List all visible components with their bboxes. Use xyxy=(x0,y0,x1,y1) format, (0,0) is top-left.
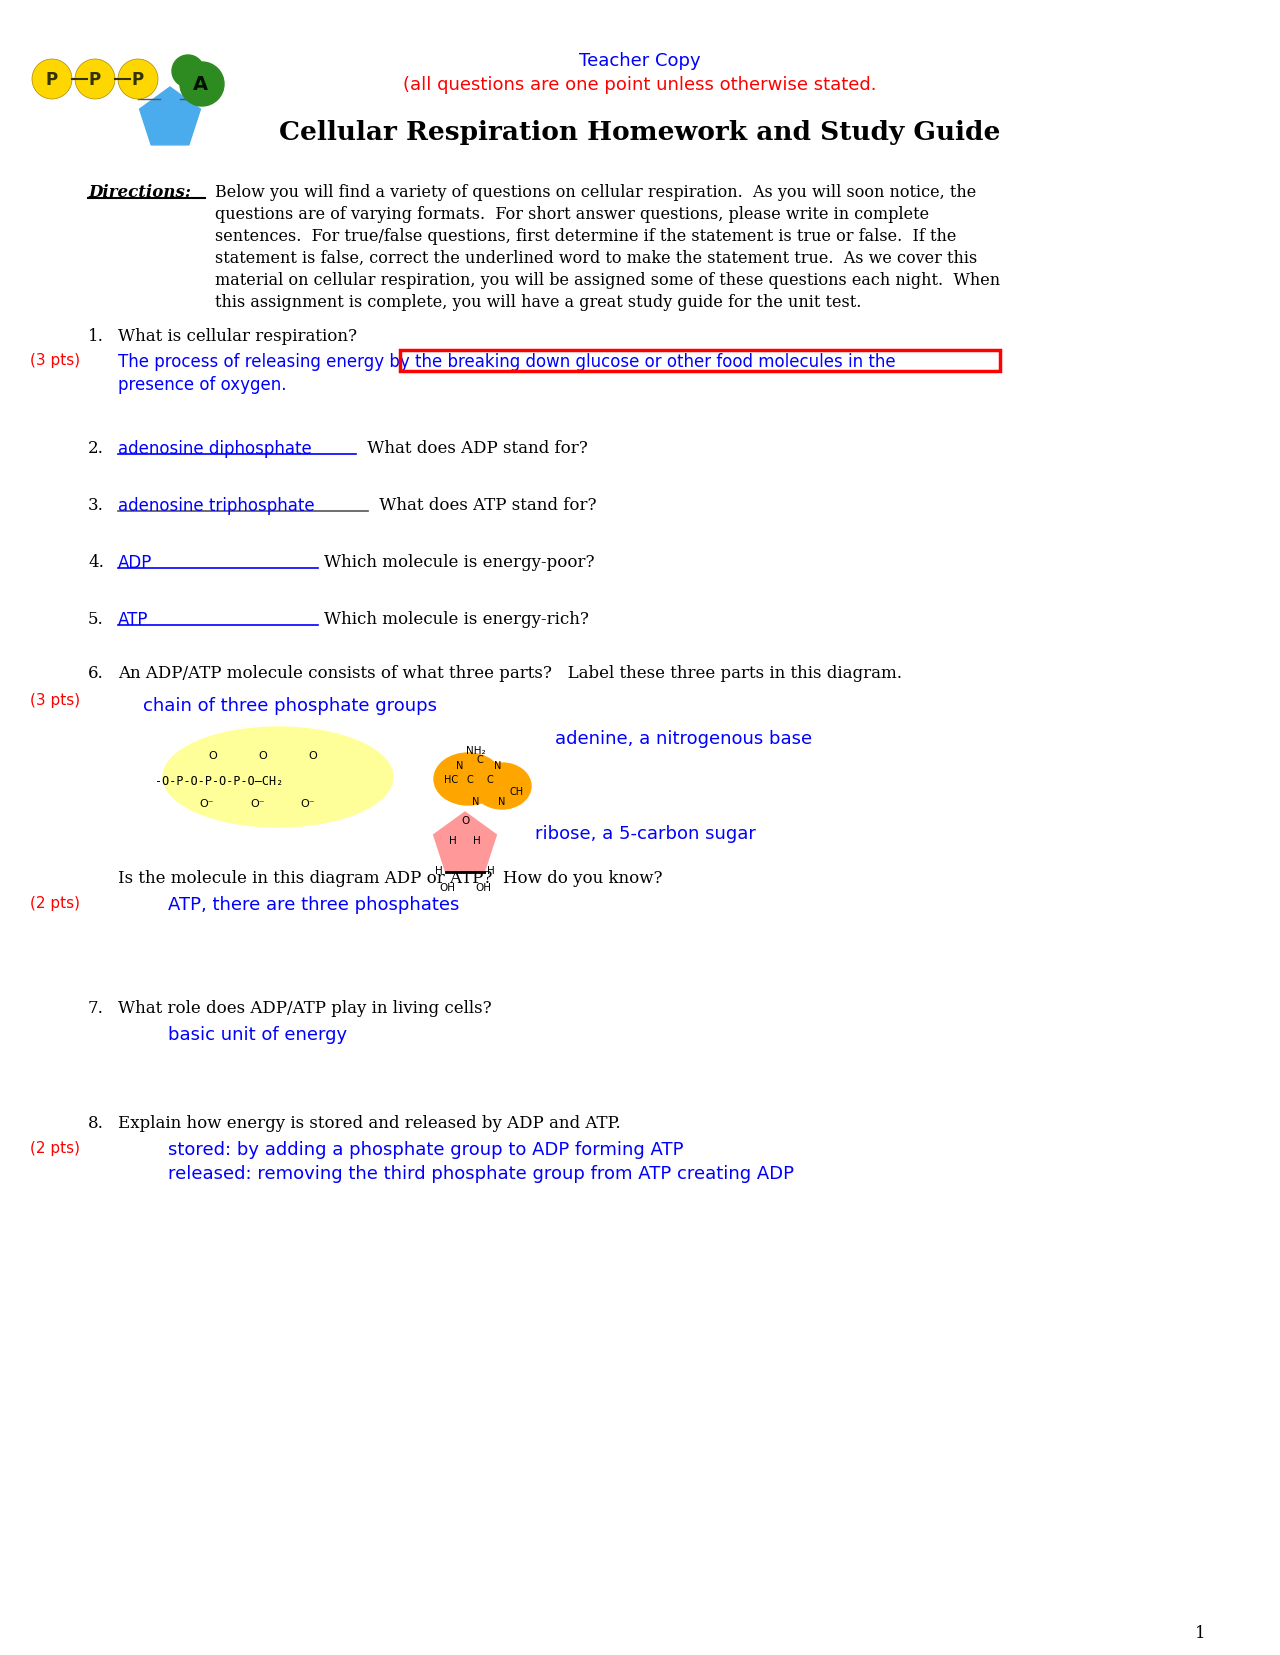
Text: Teacher Copy: Teacher Copy xyxy=(579,51,701,70)
Text: A: A xyxy=(192,74,207,93)
Text: (2 pts): (2 pts) xyxy=(29,1140,79,1155)
Text: 7.: 7. xyxy=(88,1000,104,1016)
Text: stored: by adding a phosphate group to ADP forming ATP: stored: by adding a phosphate group to A… xyxy=(168,1140,684,1158)
Text: Below you will find a variety of questions on cellular respiration.  As you will: Below you will find a variety of questio… xyxy=(215,184,977,200)
Text: (all questions are one point unless otherwise stated.: (all questions are one point unless othe… xyxy=(403,76,877,94)
Text: O⁻: O⁻ xyxy=(251,798,265,809)
Bar xyxy=(399,351,1000,372)
Text: P: P xyxy=(88,71,101,89)
Text: HC: HC xyxy=(444,775,458,784)
Text: Directions:: Directions: xyxy=(88,184,191,200)
Text: (3 pts): (3 pts) xyxy=(29,353,81,367)
Text: 2.: 2. xyxy=(88,440,104,457)
Text: What role does ADP/ATP play in living cells?: What role does ADP/ATP play in living ce… xyxy=(118,1000,492,1016)
Circle shape xyxy=(76,60,115,99)
Text: (3 pts): (3 pts) xyxy=(29,692,81,708)
Text: The process of releasing energy by the breaking down glucose or other food molec: The process of releasing energy by the b… xyxy=(118,353,896,371)
Text: NH₂: NH₂ xyxy=(466,745,486,756)
Text: Which molecule is energy-poor?: Which molecule is energy-poor? xyxy=(324,554,594,571)
Text: O: O xyxy=(308,751,317,761)
Text: adenine, a nitrogenous base: adenine, a nitrogenous base xyxy=(556,730,812,748)
Text: O: O xyxy=(461,816,470,826)
Text: H: H xyxy=(449,836,457,846)
Text: sentences.  For true/false questions, first determine if the statement is true o: sentences. For true/false questions, fir… xyxy=(215,228,956,245)
Text: material on cellular respiration, you will be assigned some of these questions e: material on cellular respiration, you wi… xyxy=(215,271,1000,290)
Text: adenosine triphosphate: adenosine triphosphate xyxy=(118,496,315,515)
Text: 5.: 5. xyxy=(88,611,104,627)
Text: ADP: ADP xyxy=(118,554,152,571)
Text: N: N xyxy=(472,796,480,806)
Text: What is cellular respiration?: What is cellular respiration? xyxy=(118,328,357,344)
Text: H: H xyxy=(488,866,495,875)
Text: this assignment is complete, you will have a great study guide for the unit test: this assignment is complete, you will ha… xyxy=(215,295,861,311)
Text: CH: CH xyxy=(509,786,524,796)
Circle shape xyxy=(172,56,204,88)
Text: adenosine diphosphate: adenosine diphosphate xyxy=(118,440,312,458)
Text: OH: OH xyxy=(439,882,454,892)
Text: 6.: 6. xyxy=(88,665,104,682)
Text: OH: OH xyxy=(475,882,492,892)
Text: O⁻: O⁻ xyxy=(200,798,214,809)
Text: statement is false, correct the underlined word to make the statement true.  As : statement is false, correct the underlin… xyxy=(215,250,977,266)
Polygon shape xyxy=(434,813,497,872)
Text: Is the molecule in this diagram ADP or ATP?  How do you know?: Is the molecule in this diagram ADP or A… xyxy=(118,869,663,887)
Text: Cellular Respiration Homework and Study Guide: Cellular Respiration Homework and Study … xyxy=(279,119,1001,146)
Text: 1.: 1. xyxy=(88,328,104,344)
Polygon shape xyxy=(140,88,201,146)
Text: presence of oxygen.: presence of oxygen. xyxy=(118,376,287,394)
Text: basic unit of energy: basic unit of energy xyxy=(168,1026,347,1043)
Text: H: H xyxy=(474,836,481,846)
Ellipse shape xyxy=(163,728,393,828)
Ellipse shape xyxy=(434,753,502,806)
Text: P: P xyxy=(132,71,145,89)
Text: N: N xyxy=(456,761,463,771)
Text: O⁻: O⁻ xyxy=(301,798,315,809)
Text: questions are of varying formats.  For short answer questions, please write in c: questions are of varying formats. For sh… xyxy=(215,205,929,223)
Circle shape xyxy=(32,60,72,99)
Text: 3.: 3. xyxy=(88,496,104,513)
Text: ATP: ATP xyxy=(118,611,148,629)
Text: N: N xyxy=(498,796,506,806)
Text: -O-P-O-P-O-P-O–CH₂: -O-P-O-P-O-P-O–CH₂ xyxy=(155,775,283,788)
Text: Explain how energy is stored and released by ADP and ATP.: Explain how energy is stored and release… xyxy=(118,1114,621,1132)
Text: Which molecule is energy-rich?: Which molecule is energy-rich? xyxy=(324,611,589,627)
Text: What does ATP stand for?: What does ATP stand for? xyxy=(374,496,596,513)
Text: C: C xyxy=(476,755,484,765)
Text: An ADP/ATP molecule consists of what three parts?   Label these three parts in t: An ADP/ATP molecule consists of what thr… xyxy=(118,665,902,682)
Text: O: O xyxy=(209,751,218,761)
Text: What does ADP stand for?: What does ADP stand for? xyxy=(362,440,588,457)
Text: 4.: 4. xyxy=(88,554,104,571)
Circle shape xyxy=(180,63,224,108)
Text: released: removing the third phosphate group from ATP creating ADP: released: removing the third phosphate g… xyxy=(168,1165,794,1182)
Text: 1: 1 xyxy=(1194,1624,1206,1642)
Text: N: N xyxy=(494,761,502,771)
Text: ATP, there are three phosphates: ATP, there are three phosphates xyxy=(168,895,460,914)
Text: C: C xyxy=(486,775,493,784)
Ellipse shape xyxy=(474,763,531,809)
Text: P: P xyxy=(46,71,58,89)
Text: ribose, a 5-carbon sugar: ribose, a 5-carbon sugar xyxy=(535,824,756,842)
Text: O: O xyxy=(259,751,268,761)
Text: 8.: 8. xyxy=(88,1114,104,1132)
Text: (2 pts): (2 pts) xyxy=(29,895,79,910)
Circle shape xyxy=(118,60,157,99)
Text: C: C xyxy=(467,775,474,784)
Text: H: H xyxy=(435,866,443,875)
Text: chain of three phosphate groups: chain of three phosphate groups xyxy=(143,697,436,715)
